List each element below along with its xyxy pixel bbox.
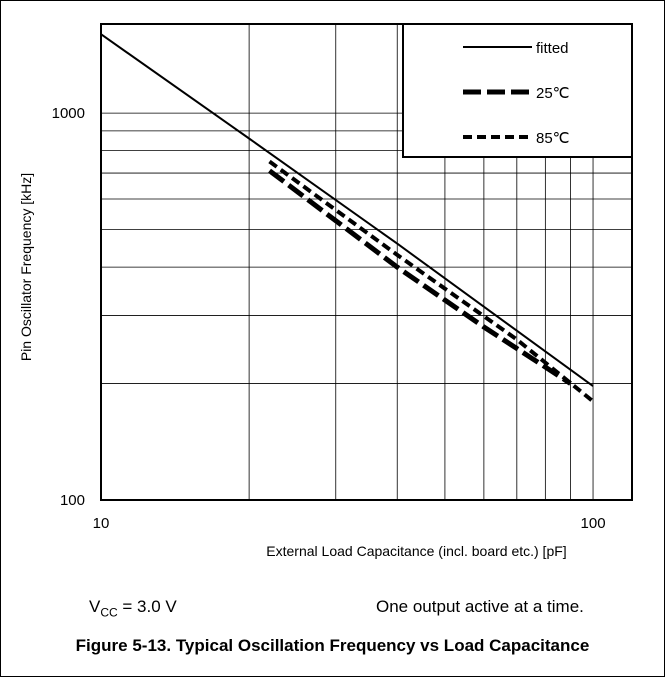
y-tick-label: 1000 [52,105,85,122]
vcc-subscript: CC [100,605,118,620]
x-tick-label: 100 [581,515,606,532]
legend-label: fitted [536,40,569,57]
plot-frame [100,23,633,501]
series-line-long-dash [267,168,572,386]
x-tick-label: 10 [93,515,110,532]
series-line-short-dash [268,159,597,405]
figure-caption: Figure 5-13. Typical Oscillation Frequen… [75,636,590,655]
output-note: One output active at a time. [376,597,584,616]
legend-label: 85℃ [536,130,570,147]
vcc-prefix: V [89,597,101,616]
vcc-value: = 3.0 V [117,597,177,616]
chart: fitted 25℃ 85℃ 10 100 100 1000 External Load Ca… [18,23,633,559]
y-axis-label: Pin Oscillator Frequency [kHz] [18,173,34,361]
vcc-note: VCC = 3.0 V [89,597,177,619]
legend-label: 25℃ [536,85,570,102]
series-line-solid [100,33,594,387]
x-axis-label: External Load Capacitance (incl. board e… [266,543,566,559]
y-tick-label: 100 [60,492,85,509]
